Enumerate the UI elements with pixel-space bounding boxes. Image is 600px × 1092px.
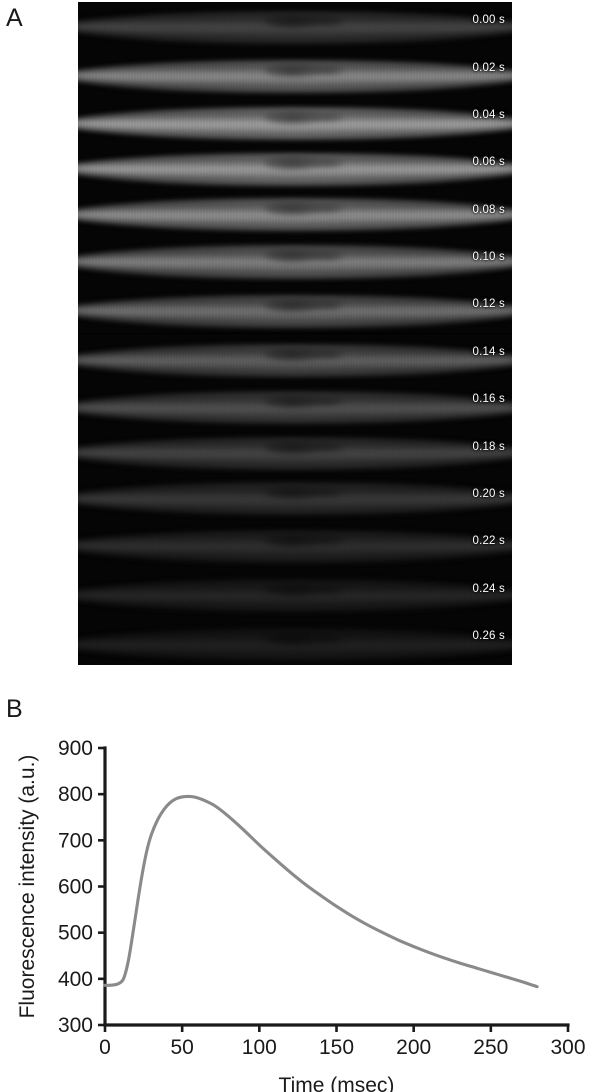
panel-b-label: B — [6, 695, 23, 723]
nucleus-blob-secondary — [310, 347, 344, 360]
montage-frame: 0.04 s — [78, 96, 512, 145]
fluorescence-trace — [103, 794, 539, 989]
y-tick-label: 900 — [58, 737, 93, 760]
nucleus-blob — [264, 439, 322, 454]
montage-frame: 0.22 s — [78, 522, 512, 571]
fluorescence-line-chart: 300 400 500 600 700 800 900 0 50 100 150 200 250 300… — [16, 737, 586, 1092]
nucleus-blob-secondary — [310, 201, 344, 214]
frame-timestamp: 0.24 s — [472, 582, 505, 595]
nucleus-blob-secondary — [310, 582, 344, 595]
montage-frame: 0.02 s — [78, 49, 512, 97]
nucleus-blob — [264, 394, 322, 409]
x-tick-label: 200 — [396, 1036, 431, 1059]
montage-frame: 0.08 s — [78, 191, 512, 239]
frame-timestamp: 0.18 s — [472, 440, 505, 453]
frame-timestamp: 0.02 s — [472, 61, 505, 74]
montage-frame: 0.24 s — [78, 570, 512, 618]
nucleus-blob-secondary — [310, 533, 344, 545]
nucleus-blob-secondary — [310, 156, 344, 168]
nucleus-blob-secondary — [310, 395, 344, 407]
montage-frame: 0.00 s — [78, 2, 512, 50]
frame-timestamp: 0.22 s — [472, 535, 505, 548]
montage-frame: 0.26 s — [78, 617, 512, 665]
panel-b-plot: 300 400 500 600 700 800 900 0 50 100 150 200 250 300… — [0, 700, 600, 1092]
x-axis-title: Time (msec) — [279, 1074, 395, 1092]
nucleus-blob-secondary — [310, 249, 344, 261]
nucleus-blob — [264, 484, 322, 500]
nucleus-blob-secondary — [310, 14, 344, 26]
x-tick-label: 0 — [99, 1036, 111, 1059]
y-axis-ticks: 300 400 500 600 700 800 900 — [58, 737, 105, 1037]
montage-frame: 0.10 s — [78, 238, 512, 287]
nucleus-blob-secondary — [310, 485, 344, 498]
y-tick-label: 300 — [58, 1014, 93, 1037]
frame-timestamp: 0.20 s — [472, 487, 505, 500]
montage-frame: 0.14 s — [78, 333, 512, 381]
frame-timestamp: 0.06 s — [472, 156, 505, 169]
y-tick-label: 600 — [58, 876, 93, 899]
montage-frame: 0.06 s — [78, 144, 512, 192]
montage-frame: 0.12 s — [78, 286, 512, 334]
nucleus-blob — [264, 297, 322, 312]
frame-timestamp: 0.10 s — [472, 251, 505, 264]
nucleus-blob — [264, 200, 322, 216]
x-tick-label: 250 — [473, 1036, 508, 1059]
nucleus-blob-secondary — [310, 440, 344, 452]
frame-timestamp: 0.08 s — [472, 203, 505, 216]
nucleus-blob — [264, 581, 322, 596]
y-tick-label: 500 — [58, 922, 93, 945]
panel-a-montage: 0.00 s 0.02 s 0.04 s 0.06 s 0.08 s 0.10 s 0.12… — [78, 2, 512, 665]
x-tick-label: 100 — [242, 1036, 277, 1059]
y-tick-label: 800 — [58, 783, 93, 806]
frame-timestamp: 0.04 s — [472, 109, 505, 122]
nucleus-blob-secondary — [310, 298, 344, 310]
panel-a-label: A — [6, 4, 23, 32]
montage-frame: 0.20 s — [78, 475, 512, 523]
nucleus-blob — [264, 630, 322, 646]
montage-frame: 0.16 s — [78, 380, 512, 429]
nucleus-blob — [264, 62, 322, 77]
frame-timestamp: 0.12 s — [472, 298, 505, 311]
x-axis-ticks: 0 50 100 150 200 250 300 — [99, 1025, 586, 1059]
nucleus-blob — [264, 155, 322, 170]
nucleus-blob — [264, 532, 322, 547]
nucleus-blob — [264, 346, 322, 361]
y-tick-label: 700 — [58, 829, 93, 852]
frame-timestamp: 0.26 s — [472, 629, 505, 642]
nucleus-blob — [264, 109, 322, 125]
x-tick-label: 150 — [319, 1036, 354, 1059]
montage-frame: 0.18 s — [78, 428, 512, 476]
nucleus-blob-secondary — [310, 631, 344, 644]
frame-timestamp: 0.16 s — [472, 393, 505, 406]
frame-timestamp: 0.14 s — [472, 345, 505, 358]
y-axis-title: Fluorescence intensity (a.u.) — [16, 755, 39, 1019]
y-tick-label: 400 — [58, 968, 93, 991]
nucleus-blob — [264, 13, 322, 28]
nucleus-blob — [264, 248, 322, 263]
nucleus-blob-secondary — [310, 110, 344, 123]
x-tick-label: 50 — [170, 1036, 193, 1059]
x-tick-label: 300 — [550, 1036, 585, 1059]
frame-timestamp: 0.00 s — [472, 14, 505, 27]
nucleus-blob-secondary — [310, 63, 344, 75]
